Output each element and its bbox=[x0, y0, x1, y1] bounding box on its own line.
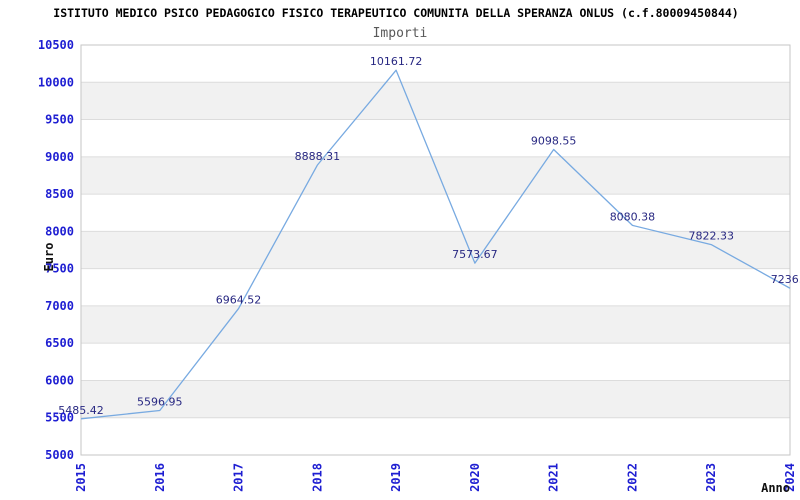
plot-band bbox=[81, 305, 790, 344]
point-label: 8080.38 bbox=[610, 210, 656, 223]
x-tick-label: 2016 bbox=[153, 463, 167, 492]
x-axis-title: Anno bbox=[761, 481, 790, 495]
x-tick-label: 2019 bbox=[389, 463, 403, 492]
x-tick-label: 2022 bbox=[625, 463, 639, 492]
y-tick-label: 5000 bbox=[45, 448, 74, 462]
y-axis-title: Euro bbox=[42, 242, 56, 272]
plot-band bbox=[81, 156, 790, 195]
plot-band bbox=[81, 380, 790, 418]
point-label: 5596.95 bbox=[137, 396, 183, 409]
x-tick-label: 2017 bbox=[232, 463, 246, 492]
y-tick-label: 10500 bbox=[38, 38, 74, 52]
data-line bbox=[80, 69, 791, 420]
point-label: 8888.31 bbox=[295, 150, 341, 163]
y-tick-label: 9500 bbox=[45, 113, 74, 127]
plot-band bbox=[81, 82, 790, 120]
chart-subtitle: Importi bbox=[372, 26, 428, 41]
point-label: 10161.72 bbox=[370, 55, 423, 68]
x-tick-label: 2021 bbox=[547, 463, 561, 492]
x-tick-label: 2023 bbox=[704, 463, 718, 492]
x-tick-label: 2024 bbox=[783, 463, 797, 492]
y-tick-label: 7500 bbox=[45, 262, 74, 276]
point-label: 5485.42 bbox=[58, 404, 104, 417]
point-label: 7236.9 bbox=[771, 273, 800, 286]
point-label: 7573.67 bbox=[452, 248, 498, 261]
point-label: 7822.33 bbox=[688, 230, 734, 243]
y-tick-label: 9000 bbox=[45, 150, 74, 164]
y-tick-label: 10000 bbox=[38, 75, 74, 89]
y-tick-label: 5500 bbox=[45, 411, 74, 425]
y-tick-label: 7000 bbox=[45, 299, 74, 313]
point-label: 9098.55 bbox=[531, 134, 577, 147]
plot-band bbox=[81, 231, 790, 269]
chart-title: ISTITUTO MEDICO PSICO PEDAGOGICO FISICO … bbox=[53, 6, 739, 20]
point-label: 6964.52 bbox=[216, 294, 262, 307]
y-tick-label: 8000 bbox=[45, 224, 74, 238]
y-tick-label: 6000 bbox=[45, 373, 74, 387]
y-tick-label: 6500 bbox=[45, 336, 74, 350]
x-tick-label: 2020 bbox=[468, 463, 482, 492]
y-tick-label: 8500 bbox=[45, 187, 74, 201]
plot-frame bbox=[80, 44, 791, 456]
x-tick-label: 2018 bbox=[310, 463, 324, 492]
x-tick-label: 2015 bbox=[74, 463, 88, 492]
